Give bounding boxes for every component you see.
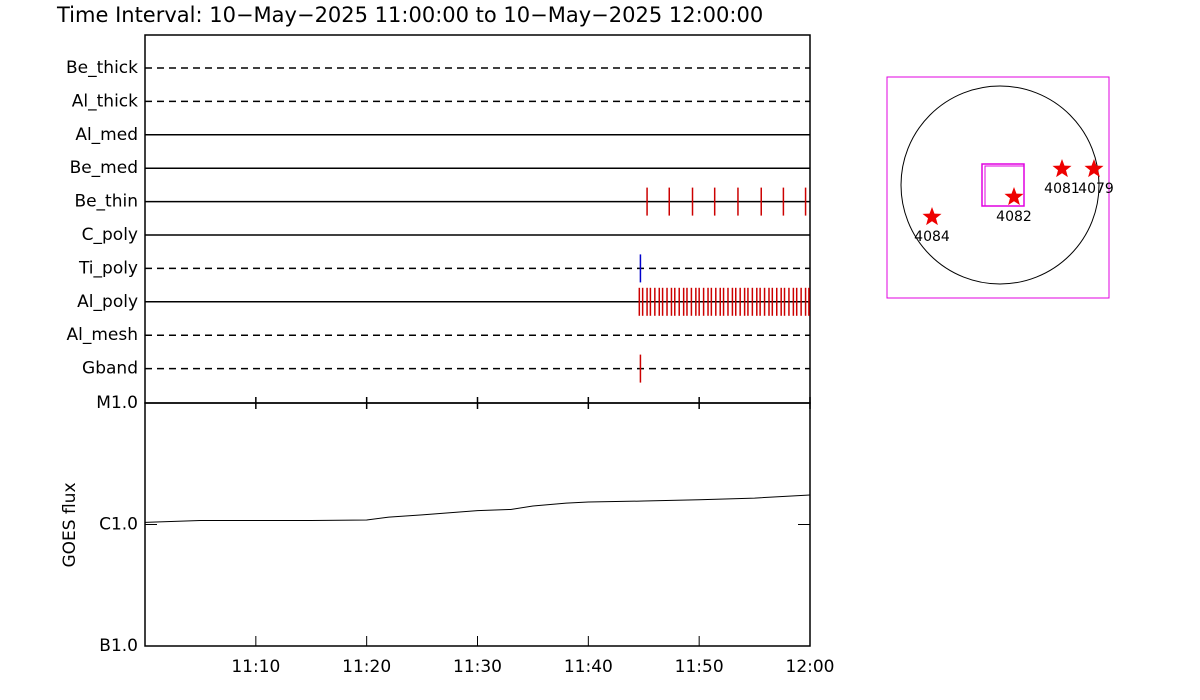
- y-axis-label: GOES flux: [60, 482, 80, 567]
- fov-box: [984, 165, 1025, 207]
- region-star: [1004, 187, 1024, 206]
- x-tick-label: 11:50: [675, 657, 724, 677]
- solar-disk: [900, 85, 1100, 285]
- filter-label: Al_thick: [72, 91, 138, 111]
- title: Time Interval: 10−May−2025 11:00:00 to 1…: [56, 3, 763, 27]
- region-label: 4084: [914, 229, 950, 245]
- filter-label: Be_thick: [66, 58, 138, 78]
- region-label: 4082: [996, 209, 1032, 225]
- filter-label: Al_poly: [77, 292, 138, 312]
- filter-label: Ti_poly: [78, 258, 138, 278]
- y-tick-label: C1.0: [99, 515, 138, 535]
- filter-label: Be_med: [70, 158, 138, 178]
- goes-curve: [144, 494, 811, 523]
- region-star: [1084, 159, 1104, 178]
- filter-label: C_poly: [82, 225, 138, 245]
- x-tick-label: 12:00: [786, 657, 835, 677]
- x-tick-label: 11:30: [453, 657, 502, 677]
- region-label: 4079: [1078, 181, 1114, 197]
- map-frame: [886, 76, 1110, 299]
- filter-label: Al_med: [75, 125, 138, 145]
- x-tick-label: 11:10: [231, 657, 280, 677]
- x-tick-label: 11:40: [564, 657, 613, 677]
- region-star: [922, 207, 942, 226]
- region-label: 4081: [1044, 181, 1080, 197]
- x-tick-label: 11:20: [342, 657, 391, 677]
- region-star: [1052, 159, 1072, 178]
- filter-label: Al_mesh: [66, 325, 138, 345]
- goes-frame: [144, 402, 811, 647]
- raster-frame: [144, 34, 811, 404]
- filter-label: Be_thin: [74, 192, 138, 212]
- y-tick-label: B1.0: [99, 636, 138, 656]
- filter-label: Gband: [82, 359, 138, 379]
- y-tick-label: M1.0: [96, 393, 138, 413]
